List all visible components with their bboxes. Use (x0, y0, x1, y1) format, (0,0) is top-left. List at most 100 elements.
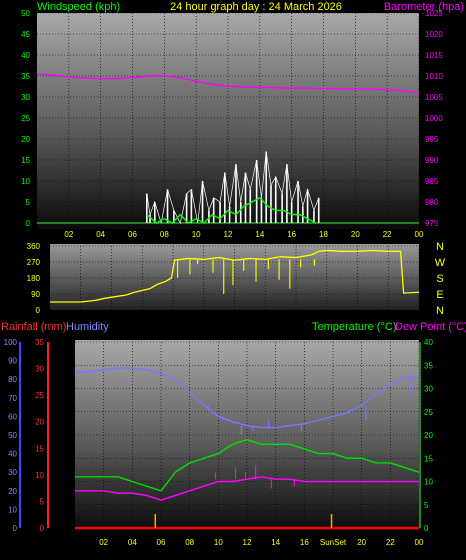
x-tick-label: 12 (224, 230, 233, 239)
barometer-tick-label: 980 (425, 198, 439, 207)
rainfall-tick-label: 5 (40, 497, 45, 506)
temperature-axis-label: Temperature (°C) (312, 321, 396, 333)
humidity-tick-label: 100 (4, 338, 18, 347)
barometer-axis-label: Barometer (hpa) (384, 1, 464, 13)
humidity-line (75, 367, 420, 429)
humidity-tick-label: 80 (8, 375, 17, 384)
x-tick-label: 08 (185, 538, 194, 547)
barometer-line (36, 73, 420, 94)
wind-tick-label: 45 (21, 30, 30, 39)
x-tick-label: 22 (386, 538, 395, 547)
x-tick-label: 18 (319, 230, 328, 239)
humidity-tick-label: 0 (13, 524, 18, 533)
rainfall-tick-label: 25 (35, 391, 44, 400)
barometer-tick-label: 1020 (425, 30, 443, 39)
temperature-tick-label: 5 (424, 501, 429, 510)
temperature-tick-label: 30 (424, 385, 433, 394)
rainfall-tick-label: 35 (35, 338, 44, 347)
direction-panel-axes: 0 90 180 270 360 (27, 242, 41, 315)
x-tick-label: 14 (271, 538, 280, 547)
x-tick-label: 20 (357, 538, 366, 547)
rainfall-tick-label: 15 (35, 444, 44, 453)
wind-panel-axes: 0510152025303540455097598098599099510001… (21, 9, 443, 239)
wind-tick-label: 50 (21, 9, 30, 18)
x-tick-label: SunSet (320, 538, 347, 547)
x-tick-label: 10 (192, 230, 201, 239)
temperature-tick-label: 10 (424, 478, 433, 487)
rainfall-tick-label: 20 (35, 418, 44, 427)
humidity-tick-label: 30 (8, 468, 17, 477)
temperature-line (75, 438, 420, 492)
x-tick-label: 14 (255, 230, 264, 239)
x-tick-label: 06 (128, 230, 137, 239)
rainfall-tick-label: 30 (35, 365, 44, 374)
wind-panel-grid (37, 12, 420, 224)
temperature-tick-label: 25 (424, 408, 433, 417)
lower-panel-axes: 0510152025303540010203040506070809010005… (4, 338, 434, 547)
barometer-tick-label: 995 (425, 135, 439, 144)
x-tick-label: 02 (99, 538, 108, 547)
direction-tick-label: 180 (27, 274, 41, 283)
humidity-axis-label: Humidity (66, 321, 109, 333)
wind-tick-label: 40 (21, 51, 30, 60)
temperature-tick-label: 40 (424, 338, 433, 347)
rainfall-tick-label: 0 (40, 524, 45, 533)
temperature-tick-label: 35 (424, 361, 433, 370)
x-tick-label: 16 (287, 230, 296, 239)
direction-panel-series (50, 249, 420, 303)
compass-letter: E (436, 289, 443, 301)
wind-tick-label: 5 (26, 198, 31, 207)
barometer-tick-label: 975 (425, 219, 439, 228)
x-tick-label: 02 (64, 230, 73, 239)
x-tick-label: 10 (214, 538, 223, 547)
barometer-tick-label: 985 (425, 177, 439, 186)
x-tick-label: 20 (351, 230, 360, 239)
barometer-tick-label: 1015 (425, 51, 443, 60)
x-tick-label: 16 (300, 538, 309, 547)
x-tick-label: 00 (415, 538, 424, 547)
compass-letter: N (436, 241, 444, 253)
dewpoint-line (75, 476, 419, 501)
wind-direction-line (50, 249, 420, 303)
wind-tick-label: 0 (26, 219, 31, 228)
temperature-tick-label: 15 (424, 454, 433, 463)
direction-tick-label: 90 (31, 290, 40, 299)
direction-tick-label: 360 (27, 242, 41, 251)
barometer-tick-label: 990 (425, 156, 439, 165)
temperature-tick-label: 0 (424, 524, 429, 533)
humidity-tick-label: 60 (8, 412, 17, 421)
wind-tick-label: 10 (21, 177, 30, 186)
windspeed-line (146, 151, 320, 225)
compass-letter: S (436, 273, 443, 285)
x-tick-label: 04 (128, 538, 137, 547)
x-tick-label: 04 (96, 230, 105, 239)
barometer-tick-label: 1000 (425, 114, 443, 123)
barometer-tick-label: 1010 (425, 72, 443, 81)
barometer-tick-label: 1025 (425, 9, 443, 18)
chart-title: 24 hour graph day : 24 March 2026 (170, 1, 342, 13)
humidity-tick-label: 70 (8, 394, 17, 403)
wind-tick-label: 35 (21, 72, 30, 81)
dewpoint-axis-label: Dew Point (°C) (395, 321, 466, 333)
direction-tick-label: 0 (36, 306, 41, 315)
temperature-tick-label: 20 (424, 431, 433, 440)
windgust-line (146, 196, 316, 224)
wind-panel-series (36, 73, 420, 225)
windspeed-axis-label: Windspeed (kph) (37, 1, 120, 13)
humidity-tick-label: 90 (8, 357, 17, 366)
direction-tick-label: 270 (27, 258, 41, 267)
humidity-tick-label: 50 (8, 431, 17, 440)
wind-tick-label: 20 (21, 135, 30, 144)
wind-tick-label: 15 (21, 156, 30, 165)
compass-letter: N (436, 305, 444, 317)
humidity-tick-label: 40 (8, 450, 17, 459)
barometer-tick-label: 1005 (425, 93, 443, 102)
x-tick-label: 22 (383, 230, 392, 239)
wind-tick-label: 25 (21, 114, 30, 123)
humidity-tick-label: 10 (8, 505, 17, 514)
x-tick-label: 00 (415, 230, 424, 239)
lower-panel-series (75, 367, 420, 530)
